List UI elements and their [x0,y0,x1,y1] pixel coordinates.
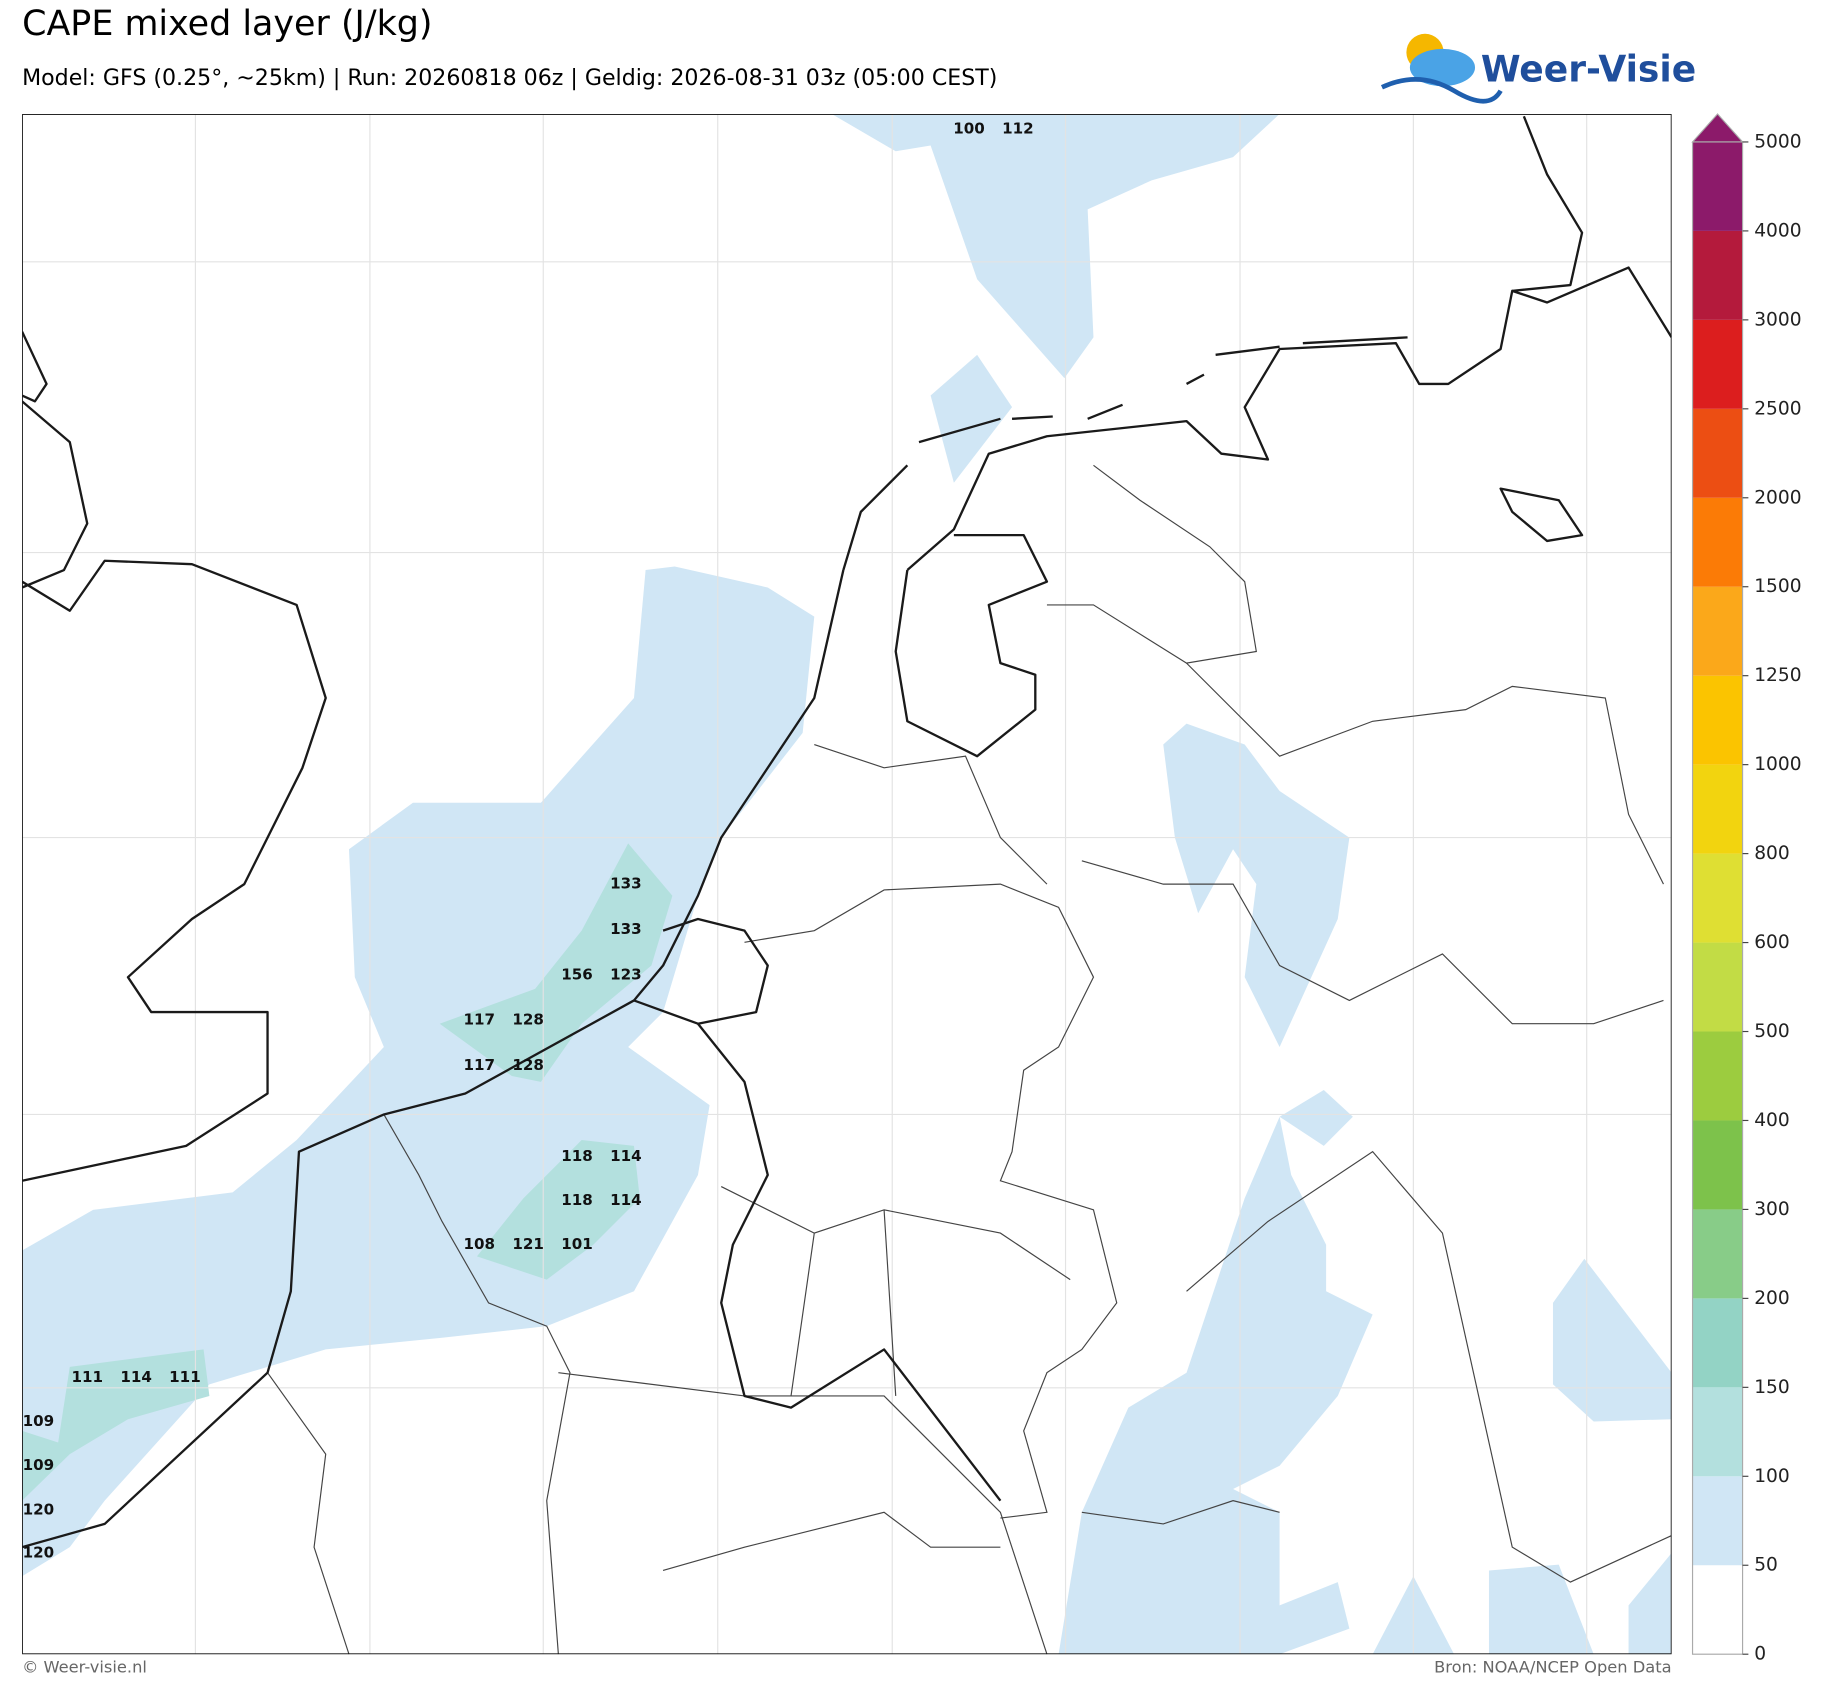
colorbar-tick-label: 50 [1754,1555,1778,1576]
colorbar-tick-label: 400 [1754,1110,1790,1131]
colorbar-band [1692,230,1743,320]
cape-label: 133 [610,920,642,938]
colorbar-tick-label: 1000 [1754,754,1801,775]
colorbar-band [1692,1565,1743,1655]
coastlines [22,115,1672,1549]
colorbar-tick-label: 150 [1754,1377,1790,1398]
cape-label: 101 [561,1235,593,1253]
colorbar-band [1692,1209,1743,1299]
cape-label: 133 [610,875,642,893]
cape-label: 156 [561,965,593,983]
colorbar-frame [1691,141,1744,1655]
colorbar-band [1692,853,1743,943]
cape-label: 100 [953,120,985,138]
colorbar-tick-label: 600 [1754,932,1790,953]
colorbar-band [1692,497,1743,587]
map: 100 112 133 133 156 123 117 128 117 128 118 114 118 1… [22,114,1672,1655]
cape-label: 128 [512,1011,544,1029]
logo-cloud [1409,48,1476,87]
cape-label: 118 [561,1191,593,1209]
cape-label: 111 [169,1368,201,1386]
cape-label: 117 [463,1011,495,1029]
colorbar: 0 50 100 150 200 300 400 500 600 800 1000 1250 1500 2… [1691,113,1802,1665]
title: CAPE mixed layer (J/kg) [22,4,432,44]
cape-label: 114 [120,1368,152,1386]
cape-label: 114 [610,1147,642,1165]
colorbar-band [1692,675,1743,765]
cape-label: 112 [1002,120,1034,138]
borders [267,464,1672,1655]
colorbar-band [1692,1298,1743,1388]
colorbar-extend-arrow [1691,113,1744,143]
colorbar-band [1692,1120,1743,1210]
value-labels: 100 112 133 133 156 123 117 128 117 128 118 114 118 1… [23,120,1034,1562]
colorbar-tick-label: 500 [1754,1021,1790,1042]
colorbar-tick-label: 2500 [1754,398,1801,419]
cape-label: 109 [23,1456,55,1474]
colorbar-tick-label: 0 [1754,1644,1766,1665]
colorbar-band [1692,1476,1743,1566]
cape-label: 120 [23,1544,55,1562]
colorbar-band [1692,764,1743,854]
colorbar-tick-label: 5000 [1754,131,1801,152]
cape-label: 120 [23,1500,55,1518]
colorbar-tick-label: 4000 [1754,220,1801,241]
cape-label: 108 [463,1235,495,1253]
cape-label: 128 [512,1056,544,1074]
colorbar-tick-label: 200 [1754,1288,1790,1309]
cape-label: 109 [23,1412,55,1430]
colorbar-band [1692,141,1743,231]
subtitle: Model: GFS (0.25°, ~25km) | Run: 2026081… [22,65,997,91]
colorbar-band [1692,586,1743,676]
colorbar-tick-label: 100 [1754,1466,1790,1487]
cape-label: 123 [610,965,642,983]
cape-label: 111 [71,1368,103,1386]
colorbar-tick-label: 3000 [1754,309,1801,330]
cape-label: 114 [610,1191,642,1209]
colorbar-band [1692,408,1743,498]
logo: Weer-Visie [1380,33,1696,104]
colorbar-band [1692,1387,1743,1477]
logo-wave [1380,77,1503,104]
cape-label: 118 [561,1147,593,1165]
colorbar-tick-label: 300 [1754,1199,1790,1220]
cape-label: 121 [512,1235,544,1253]
graticule [22,114,1672,1655]
colorbar-band [1692,942,1743,1032]
colorbar-tick-label: 1500 [1754,576,1801,597]
colorbar-tick-label: 1250 [1754,665,1801,686]
cape-label: 117 [463,1056,495,1074]
colorbar-band [1692,319,1743,409]
colorbar-tick-label: 800 [1754,843,1790,864]
colorbar-band [1692,1031,1743,1121]
map-background [22,114,1672,1655]
colorbar-tick-label: 2000 [1754,487,1801,508]
footer-left: © Weer-visie.nl [22,1658,147,1677]
logo-text: Weer-Visie [1481,48,1696,90]
footer-right: Bron: NOAA/NCEP Open Data [1434,1658,1672,1677]
